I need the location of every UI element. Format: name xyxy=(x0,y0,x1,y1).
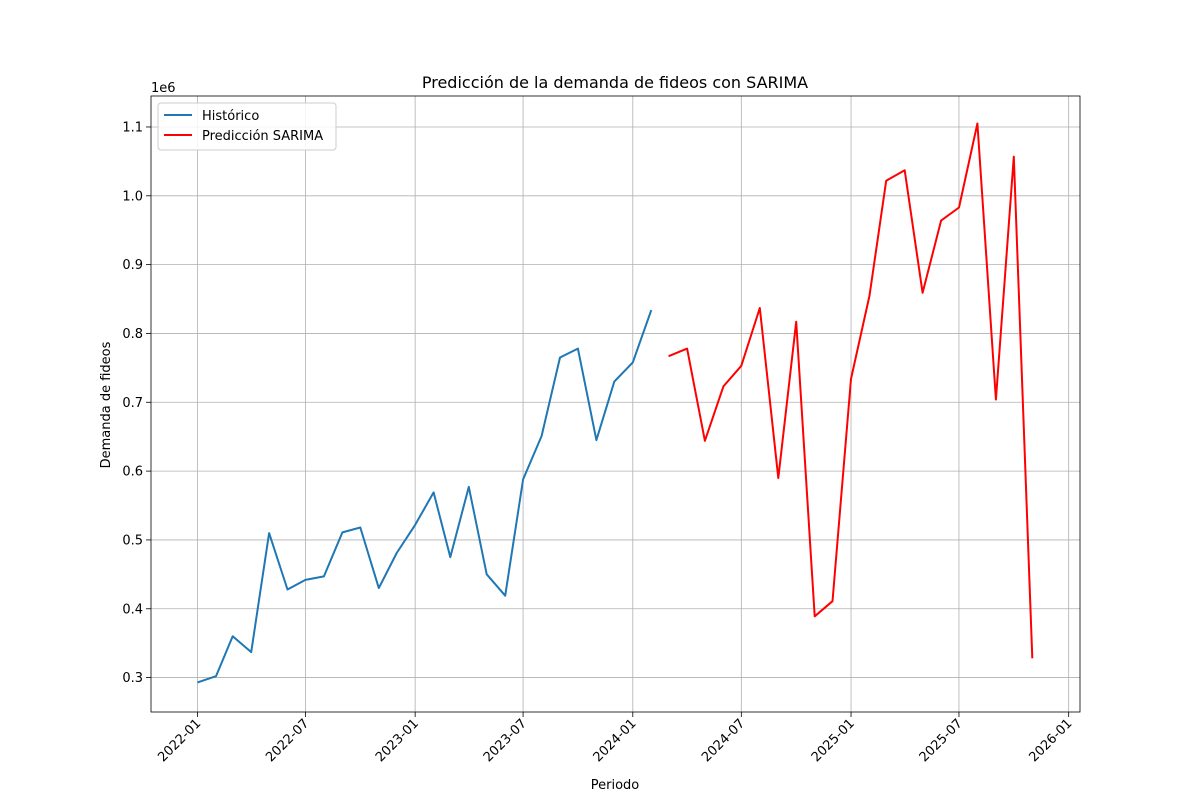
data-point xyxy=(740,365,742,367)
y-tick-label: 0.4 xyxy=(122,602,143,617)
data-point xyxy=(668,355,670,357)
data-point xyxy=(650,309,652,311)
data-point xyxy=(414,524,416,526)
data-point xyxy=(287,589,289,591)
data-point xyxy=(885,180,887,182)
legend-label: Predicción SARIMA xyxy=(202,129,323,144)
data-point xyxy=(795,321,797,323)
data-point xyxy=(759,307,761,309)
y-axis-label: Demanda de fideos xyxy=(99,341,114,468)
y-multiplier-label: 1e6 xyxy=(151,81,176,96)
data-point xyxy=(777,477,779,479)
data-point xyxy=(1031,657,1033,659)
data-point xyxy=(704,440,706,442)
y-tick-label: 0.7 xyxy=(122,396,143,411)
data-point xyxy=(686,348,688,350)
data-point xyxy=(595,439,597,441)
data-point xyxy=(304,579,306,581)
data-point xyxy=(541,435,543,437)
data-point xyxy=(958,207,960,209)
data-point xyxy=(613,381,615,383)
y-tick-label: 0.5 xyxy=(122,533,143,548)
data-point xyxy=(995,399,997,401)
data-point xyxy=(722,385,724,387)
y-tick-label: 0.8 xyxy=(122,327,143,342)
data-point xyxy=(976,123,978,125)
data-point xyxy=(359,527,361,529)
y-tick-label: 0.9 xyxy=(122,258,143,273)
series-line-prediccion-sarima xyxy=(668,122,1034,659)
data-point xyxy=(832,600,834,602)
data-point xyxy=(449,556,451,558)
data-point xyxy=(1013,156,1015,158)
data-point xyxy=(904,169,906,171)
data-point xyxy=(922,292,924,294)
legend: Histórico Predicción SARIMA xyxy=(157,102,337,151)
data-point xyxy=(232,635,234,637)
y-tick-label: 1.1 xyxy=(122,120,143,135)
chart-title: Predicción de la demanda de fideos con S… xyxy=(422,73,808,92)
data-point xyxy=(433,491,435,493)
plot-area-frame xyxy=(150,95,1081,713)
legend-label: Histórico xyxy=(202,109,259,124)
data-point xyxy=(341,531,343,533)
data-point xyxy=(396,552,398,554)
data-point xyxy=(632,361,634,363)
data-point xyxy=(940,220,942,222)
data-point xyxy=(814,615,816,617)
series-line-historico xyxy=(197,309,653,684)
x-axis-label: Periodo xyxy=(591,778,640,793)
data-point xyxy=(215,675,217,677)
data-point xyxy=(197,681,199,683)
legend-box xyxy=(157,102,337,151)
data-point xyxy=(504,595,506,597)
y-tick-label: 0.6 xyxy=(122,465,143,480)
y-tick-label: 1.0 xyxy=(122,189,143,204)
data-point xyxy=(522,478,524,480)
data-point xyxy=(869,295,871,297)
data-point xyxy=(323,575,325,577)
data-point xyxy=(577,348,579,350)
data-point xyxy=(378,587,380,589)
data-point xyxy=(250,651,252,653)
data-point xyxy=(850,378,852,380)
data-point xyxy=(559,357,561,359)
y-tick-label: 0.3 xyxy=(122,671,143,686)
data-point xyxy=(486,573,488,575)
data-point xyxy=(468,486,470,488)
data-point xyxy=(268,532,270,534)
